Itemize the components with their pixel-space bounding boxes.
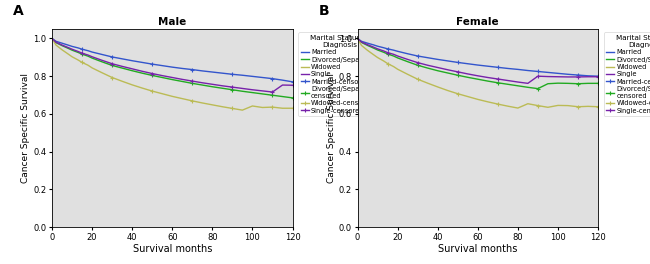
Text: B: B — [318, 4, 329, 18]
Y-axis label: Cancer Specific Survival: Cancer Specific Survival — [327, 73, 336, 183]
X-axis label: Survival months: Survival months — [133, 244, 212, 254]
Y-axis label: Cancer Specific Survival: Cancer Specific Survival — [21, 73, 31, 183]
Title: Female: Female — [456, 17, 499, 27]
Text: A: A — [13, 4, 24, 18]
Legend: Married, Divorced/Separated, Widowed, Single, Married-censored, Divorced/Separat: Married, Divorced/Separated, Widowed, Si… — [604, 32, 650, 116]
X-axis label: Survival months: Survival months — [438, 244, 517, 254]
Title: Male: Male — [158, 17, 187, 27]
Legend: Married, Divorced/Separated, Widowed, Single, Married-censored, Divorced/Separat: Married, Divorced/Separated, Widowed, Si… — [298, 32, 382, 116]
